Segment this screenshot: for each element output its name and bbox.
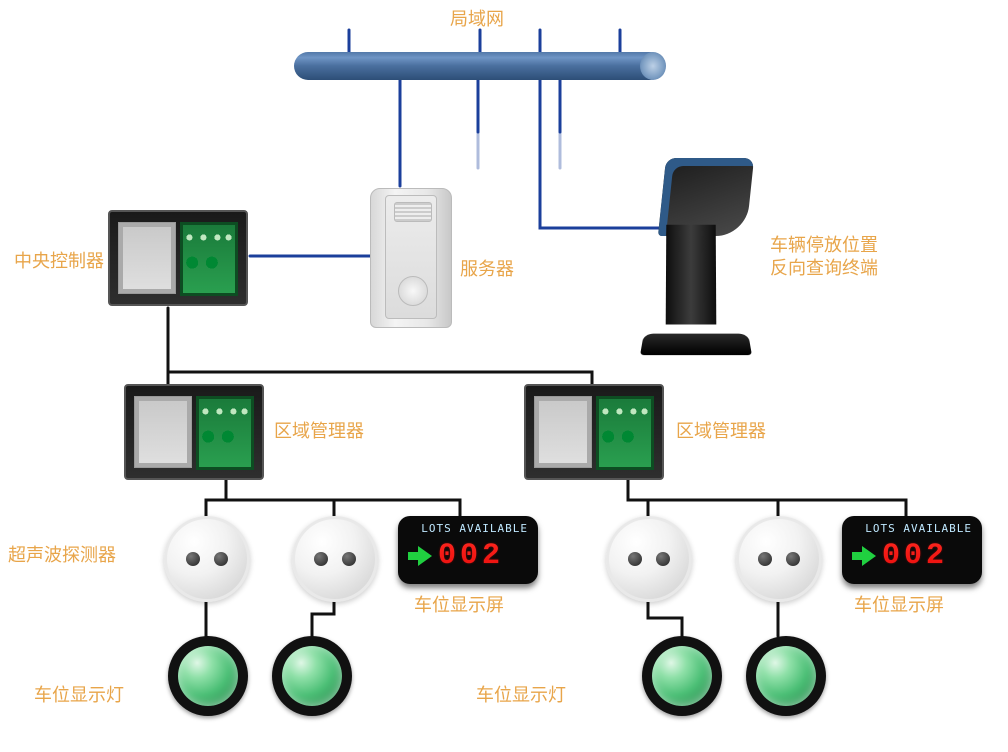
sensor-b2 bbox=[736, 516, 822, 602]
lan-cylinder bbox=[294, 52, 664, 80]
sensor-a1 bbox=[164, 516, 250, 602]
label-central-controller: 中央控制器 bbox=[14, 250, 104, 273]
light-b2 bbox=[746, 636, 826, 716]
kiosk-terminal bbox=[636, 158, 756, 358]
label-light-a: 车位显示灯 bbox=[34, 684, 124, 707]
label-sensor: 超声波探测器 bbox=[8, 544, 116, 567]
arrow-icon bbox=[408, 544, 432, 568]
light-a1 bbox=[168, 636, 248, 716]
label-server: 服务器 bbox=[460, 258, 514, 281]
led-header: LOTS AVAILABLE bbox=[408, 522, 528, 535]
label-zone-a: 区域管理器 bbox=[274, 420, 364, 443]
zone-manager-b bbox=[524, 384, 664, 480]
label-display-a: 车位显示屏 bbox=[414, 594, 504, 617]
label-kiosk: 车辆停放位置 反向查询终端 bbox=[770, 234, 878, 281]
label-display-b: 车位显示屏 bbox=[854, 594, 944, 617]
zone-manager-a bbox=[124, 384, 264, 480]
light-a2 bbox=[272, 636, 352, 716]
connection-wires bbox=[0, 0, 1008, 752]
led-value: 002 bbox=[882, 539, 948, 573]
label-zone-b: 区域管理器 bbox=[676, 420, 766, 443]
central-controller bbox=[108, 210, 248, 306]
led-header: LOTS AVAILABLE bbox=[852, 522, 972, 535]
led-display-b: LOTS AVAILABLE 002 bbox=[842, 516, 982, 584]
server-tower bbox=[370, 188, 452, 328]
label-light-b: 车位显示灯 bbox=[476, 684, 566, 707]
sensor-a2 bbox=[292, 516, 378, 602]
led-display-a: LOTS AVAILABLE 002 bbox=[398, 516, 538, 584]
led-value: 002 bbox=[438, 539, 504, 573]
sensor-b1 bbox=[606, 516, 692, 602]
light-b1 bbox=[642, 636, 722, 716]
label-lan: 局域网 bbox=[450, 8, 504, 31]
arrow-icon bbox=[852, 544, 876, 568]
